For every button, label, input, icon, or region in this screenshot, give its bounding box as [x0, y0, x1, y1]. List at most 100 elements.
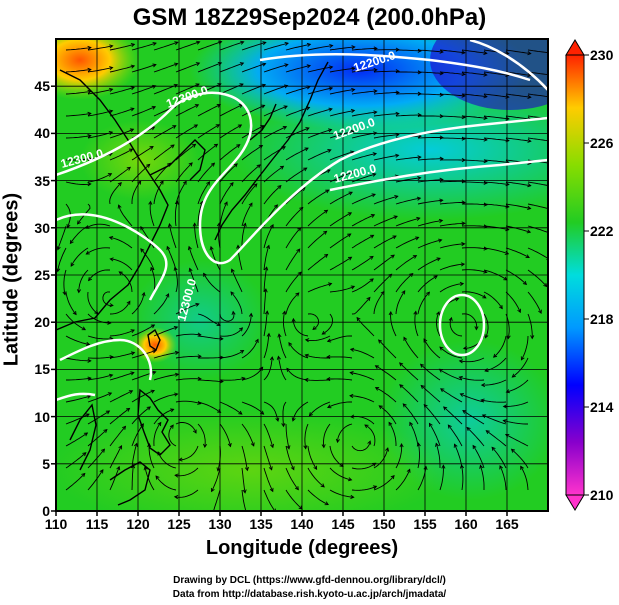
streamline	[505, 434, 529, 447]
streamline	[417, 137, 444, 139]
streamline	[241, 401, 264, 415]
streamline	[505, 291, 521, 313]
streamline-arrow	[485, 430, 490, 435]
streamline-arrow	[230, 268, 235, 273]
streamline	[440, 137, 466, 140]
streamline-arrow	[210, 487, 215, 493]
x-axis-label: Longitude (degrees)	[205, 537, 399, 559]
colorbar-tick-label: 210	[590, 487, 614, 503]
streamline-arrow	[374, 365, 379, 370]
streamline	[153, 373, 179, 381]
streamline-arrow	[327, 282, 333, 287]
streamline-arrow	[350, 108, 356, 114]
streamline	[78, 269, 89, 293]
streamline-arrow	[290, 466, 295, 471]
streamline	[241, 313, 252, 337]
streamline-arrow	[266, 244, 271, 250]
streamline	[356, 317, 375, 337]
streamline	[65, 69, 91, 73]
streamline	[175, 104, 199, 117]
x-tick-label: 130	[208, 516, 232, 532]
streamline-arrow	[498, 305, 503, 310]
streamline	[483, 159, 509, 163]
streamline	[449, 317, 463, 337]
streamline-arrow	[86, 394, 92, 399]
streamline	[417, 71, 444, 74]
streamline	[527, 93, 548, 98]
streamline-arrow	[412, 255, 418, 259]
streamline-arrow	[423, 465, 428, 470]
streamline-arrow	[236, 144, 241, 149]
streamline-arrow	[283, 105, 288, 110]
streamline-arrow	[326, 338, 332, 343]
y-tick-label: 40	[34, 125, 50, 142]
streamline-arrow	[461, 221, 466, 226]
streamline-arrow	[416, 216, 421, 221]
streamline-arrow	[85, 341, 91, 346]
streamline-arrow	[366, 296, 371, 302]
streamline-arrow	[458, 375, 463, 380]
streamline	[175, 124, 198, 139]
streamline	[153, 41, 178, 51]
streamline	[219, 41, 244, 51]
streamline	[87, 469, 104, 491]
streamline-arrow	[520, 465, 524, 470]
streamline	[263, 64, 288, 73]
streamline-arrow	[260, 125, 265, 129]
streamline-arrow	[174, 372, 180, 377]
streamline-arrow	[351, 66, 356, 71]
streamline-arrow	[264, 266, 269, 271]
streamline	[241, 367, 264, 381]
streamline	[197, 143, 218, 161]
streamline	[219, 62, 244, 73]
streamline	[399, 362, 419, 381]
streamline	[439, 202, 465, 205]
streamline	[439, 243, 465, 249]
streamline-arrow	[85, 413, 90, 418]
streamline	[403, 337, 419, 359]
streamline-arrow	[527, 205, 532, 210]
streamline	[521, 335, 529, 361]
streamline	[527, 269, 548, 287]
streamline	[417, 257, 441, 271]
streamline	[218, 223, 221, 249]
streamline	[304, 423, 309, 449]
streamline-arrow	[323, 230, 328, 235]
streamline-arrow	[461, 93, 466, 98]
streamline	[87, 313, 111, 324]
streamline	[109, 408, 130, 425]
streamline-arrow	[328, 86, 334, 91]
streamline-arrow	[254, 338, 259, 343]
streamline	[197, 162, 215, 183]
streamline-arrow	[167, 222, 172, 228]
streamline-arrow	[510, 448, 516, 453]
streamline	[483, 93, 509, 98]
streamline	[219, 124, 242, 139]
streamline-arrow	[517, 308, 521, 314]
streamline-arrow	[141, 291, 146, 297]
streamline	[263, 105, 288, 117]
streamline	[439, 368, 463, 381]
x-tick-label: 125	[167, 516, 191, 532]
streamline-arrow	[538, 309, 542, 314]
streamline	[479, 465, 485, 490]
streamline-arrow	[194, 104, 200, 108]
streamline	[285, 423, 290, 449]
streamline-arrow	[394, 195, 399, 200]
streamline-arrow	[520, 356, 525, 361]
streamline-arrow	[395, 111, 400, 116]
colorbar-tick-label: 214	[590, 399, 614, 415]
streamline	[305, 354, 330, 359]
streamline-arrow	[297, 271, 302, 276]
streamline-arrow	[527, 94, 532, 99]
streamline-arrow	[195, 302, 200, 307]
streamline	[65, 452, 87, 469]
streamline	[65, 90, 91, 95]
streamline-arrow	[349, 371, 354, 376]
y-tick-label: 20	[34, 314, 50, 331]
streamline-arrow	[134, 442, 139, 448]
streamline-arrow	[303, 167, 308, 172]
streamline-arrow	[482, 294, 487, 299]
streamline-arrow	[233, 163, 238, 168]
streamline	[57, 225, 67, 250]
